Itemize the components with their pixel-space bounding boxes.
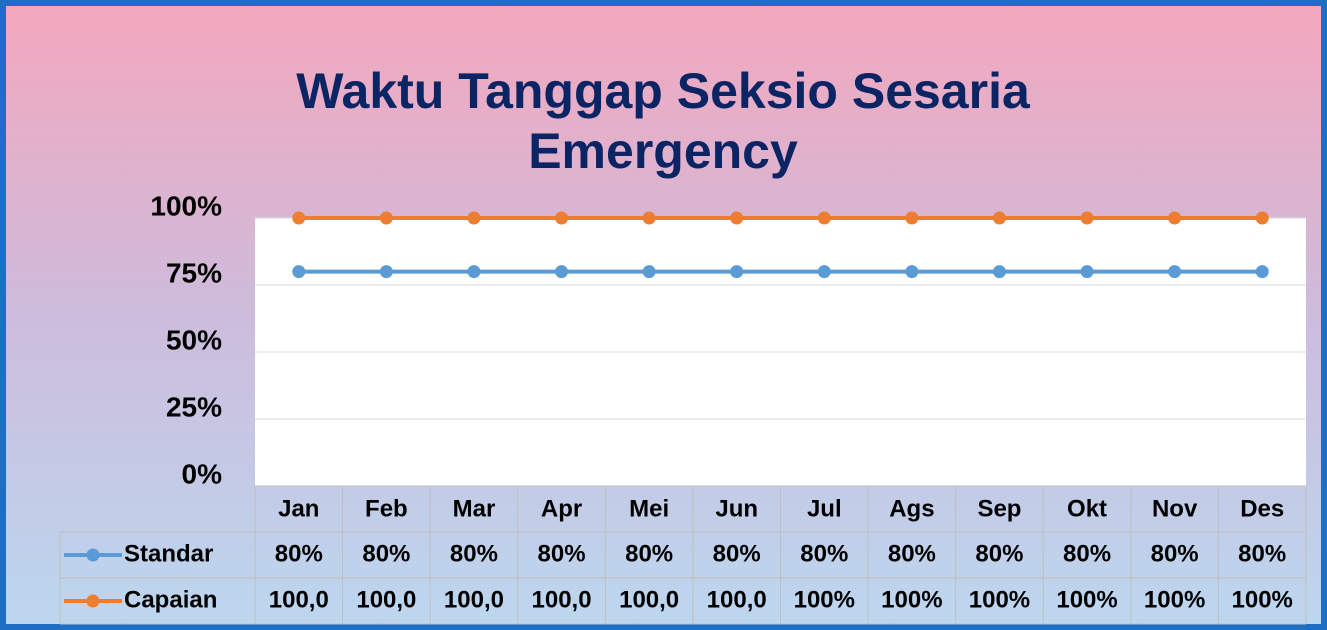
x-tick-label: Mei [629, 495, 669, 522]
point [1255, 211, 1269, 225]
y-tick-label: 100% [150, 190, 222, 221]
data-label: 100% [1232, 586, 1293, 613]
x-tick-label: Jan [278, 495, 319, 522]
point [905, 265, 919, 279]
chart-title: Emergency [528, 123, 798, 179]
data-label: 80% [713, 540, 761, 567]
point [379, 265, 393, 279]
data-label: 80% [450, 540, 498, 567]
point [992, 265, 1006, 279]
point [292, 211, 306, 225]
point [992, 211, 1006, 225]
x-tick-label: Feb [365, 495, 408, 522]
x-tick-label: Mar [453, 495, 496, 522]
data-label: 80% [1238, 540, 1286, 567]
point [379, 211, 393, 225]
y-tick-label: 50% [166, 324, 222, 355]
data-label: 80% [275, 540, 323, 567]
point [642, 211, 656, 225]
point [905, 211, 919, 225]
point [467, 211, 481, 225]
legend-label: Capaian [124, 586, 217, 613]
x-tick-label: Sep [977, 495, 1021, 522]
x-tick-label: Des [1240, 495, 1284, 522]
point [730, 211, 744, 225]
data-label: 100,0 [444, 586, 504, 613]
data-label: 100,0 [356, 586, 416, 613]
data-label: 80% [538, 540, 586, 567]
data-label: 80% [975, 540, 1023, 567]
data-label: 100% [1056, 586, 1117, 613]
point [292, 265, 306, 279]
x-tick-label: Jun [715, 495, 758, 522]
data-label: 80% [362, 540, 410, 567]
data-label: 80% [800, 540, 848, 567]
data-label: 100% [881, 586, 942, 613]
point [467, 265, 481, 279]
point [1255, 265, 1269, 279]
x-tick-label: Nov [1152, 495, 1198, 522]
data-label: 100% [794, 586, 855, 613]
point [642, 265, 656, 279]
legend-key [86, 594, 100, 608]
point [1168, 211, 1182, 225]
x-tick-label: Okt [1067, 495, 1107, 522]
chart-title: Waktu Tanggap Seksio Sesaria [296, 63, 1031, 119]
legend-label: Standar [124, 540, 213, 567]
data-label: 100,0 [532, 586, 592, 613]
data-label: 100% [969, 586, 1030, 613]
data-label: 80% [1063, 540, 1111, 567]
x-tick-label: Jul [807, 495, 842, 522]
x-tick-label: Apr [541, 495, 582, 522]
data-label: 100,0 [269, 586, 329, 613]
data-label: 80% [888, 540, 936, 567]
point [1080, 211, 1094, 225]
point [817, 265, 831, 279]
point [817, 211, 831, 225]
legend-key [86, 548, 100, 562]
point [555, 211, 569, 225]
data-label: 80% [625, 540, 673, 567]
x-tick-label: Ags [889, 495, 934, 522]
data-label: 100% [1144, 586, 1205, 613]
data-label: 100,0 [619, 586, 679, 613]
point [555, 265, 569, 279]
y-tick-label: 75% [166, 257, 222, 288]
data-label: 100,0 [707, 586, 767, 613]
point [1168, 265, 1182, 279]
y-tick-label: 0% [182, 458, 223, 489]
data-label: 80% [1151, 540, 1199, 567]
point [1080, 265, 1094, 279]
point [730, 265, 744, 279]
y-tick-label: 25% [166, 391, 222, 422]
